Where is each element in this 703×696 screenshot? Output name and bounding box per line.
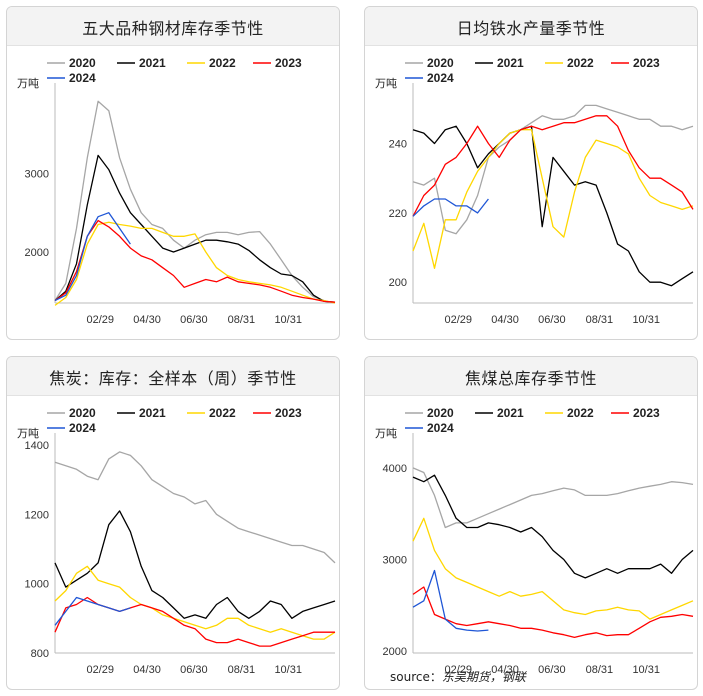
series-line-2021 — [412, 125, 694, 287]
legend-label: 2021 — [139, 406, 166, 420]
legend-label: 2022 — [209, 406, 236, 420]
y-tick-label: 200 — [389, 277, 407, 289]
source-note: source：东吴期货，钢联 — [390, 668, 526, 685]
chart-coke-inventory: 2020 2021 2022 2023 2024 万吨 800 1000 1200 1400 02/… — [17, 406, 336, 676]
x-tick-label: 08/31 — [586, 664, 614, 676]
legend-label: 2024 — [427, 421, 454, 435]
series-line-2023 — [54, 219, 336, 303]
series-line-2022 — [54, 565, 336, 640]
series-line-2024 — [412, 198, 489, 217]
chart-coking-coal-inventory: 2020 2021 2022 2023 2024 万吨 2000 3000 4000 02/29 0… — [375, 406, 694, 676]
legend-label: 2021 — [497, 56, 524, 70]
y-tick-label: 1000 — [25, 579, 49, 591]
legend-label: 2024 — [69, 71, 96, 85]
x-tick-label: 02/29 — [444, 314, 472, 326]
x-tick-label: 10/31 — [632, 314, 660, 326]
x-tick-label: 08/31 — [228, 664, 256, 676]
series-line-2020 — [54, 100, 336, 304]
y-axis-unit: 万吨 — [375, 77, 397, 90]
chart-title: 焦煤总库存季节性 — [464, 369, 597, 388]
legend-label: 2023 — [633, 56, 660, 70]
series-line-2024 — [412, 569, 489, 632]
y-axis-unit: 万吨 — [375, 427, 397, 440]
chart-hot-metal-output: 2020 2021 2022 2023 2024 万吨 200 220 240 02/29 04/3… — [375, 56, 694, 326]
chart-panel-coke-inventory: 焦炭：库存：全样本（周）季节性 2020 2021 2022 2023 2024 万吨 80… — [6, 356, 340, 690]
series-line-2022 — [412, 129, 694, 269]
legend-label: 2024 — [427, 71, 454, 85]
series-line-2021 — [54, 154, 336, 303]
chart-title: 焦炭：库存：全样本（周）季节性 — [49, 369, 297, 388]
x-tick-label: 06/30 — [180, 664, 208, 676]
legend-label: 2021 — [139, 56, 166, 70]
chart-steel-inventory: 2020 2021 2022 2023 2024 万吨 2000 3000 02/29 04/30… — [17, 56, 336, 326]
x-tick-label: 04/30 — [491, 664, 519, 676]
chart-title: 日均铁水产量季节性 — [456, 19, 606, 38]
legend-label: 2023 — [275, 56, 302, 70]
legend-label: 2020 — [69, 406, 96, 420]
x-tick-label: 10/31 — [632, 664, 660, 676]
legend-label: 2023 — [275, 406, 302, 420]
panel-header: 五大品种钢材库存季节性 — [7, 7, 339, 46]
legend-label: 2022 — [567, 56, 594, 70]
x-tick-label: 02/29 — [444, 664, 472, 676]
series-line-2022 — [412, 517, 694, 620]
series-line-2020 — [54, 451, 336, 564]
panel-header: 焦煤总库存季节性 — [365, 357, 697, 396]
series-line-2020 — [412, 104, 694, 235]
legend-label: 2020 — [427, 56, 454, 70]
x-tick-label: 04/30 — [133, 314, 161, 326]
series-line-2023 — [412, 115, 694, 217]
series-line-2022 — [54, 221, 336, 306]
source-label: source： — [390, 670, 442, 684]
source-text: 东吴期货，钢联 — [441, 670, 526, 684]
x-tick-label: 08/31 — [586, 314, 614, 326]
legend-label: 2022 — [209, 56, 236, 70]
x-tick-label: 06/30 — [180, 314, 208, 326]
legend-label: 2024 — [69, 421, 96, 435]
series-line-2020 — [412, 467, 694, 529]
y-tick-label: 4000 — [383, 463, 407, 475]
x-tick-label: 10/31 — [274, 314, 302, 326]
y-tick-label: 240 — [389, 139, 407, 151]
y-tick-label: 220 — [389, 208, 407, 220]
chart-panel-coking-coal-inventory: 焦煤总库存季节性 2020 2021 2022 2023 2024 万吨 2000 3000 4… — [364, 356, 698, 690]
x-tick-label: 08/31 — [228, 314, 256, 326]
legend-label: 2023 — [633, 406, 660, 420]
y-axis-unit: 万吨 — [17, 77, 39, 90]
y-tick-label: 1200 — [25, 509, 49, 521]
x-tick-label: 02/29 — [86, 314, 114, 326]
x-tick-label: 02/29 — [86, 664, 114, 676]
series-line-2024 — [54, 212, 131, 302]
chart-panel-steel-inventory: 五大品种钢材库存季节性 2020 2021 2022 2023 2024 万吨 2000 30… — [6, 6, 340, 340]
panel-header: 日均铁水产量季节性 — [365, 7, 697, 46]
y-tick-label: 3000 — [25, 168, 49, 180]
y-tick-label: 3000 — [383, 555, 407, 567]
chart-title: 五大品种钢材库存季节性 — [82, 19, 264, 38]
series-line-2021 — [54, 510, 336, 619]
x-tick-label: 06/30 — [538, 664, 566, 676]
series-line-2023 — [412, 586, 694, 639]
y-tick-label: 2000 — [383, 646, 407, 658]
legend-label: 2021 — [497, 406, 524, 420]
x-tick-label: 10/31 — [274, 664, 302, 676]
y-tick-label: 2000 — [25, 247, 49, 259]
chart-panel-hot-metal-output: 日均铁水产量季节性 2020 2021 2022 2023 2024 万吨 200 220 24… — [364, 6, 698, 340]
x-tick-label: 04/30 — [133, 664, 161, 676]
y-tick-label: 1400 — [25, 440, 49, 452]
legend-label: 2020 — [427, 406, 454, 420]
y-axis-unit: 万吨 — [17, 427, 39, 440]
x-tick-label: 06/30 — [538, 314, 566, 326]
legend-label: 2020 — [69, 56, 96, 70]
panel-header: 焦炭：库存：全样本（周）季节性 — [7, 357, 339, 396]
y-tick-label: 800 — [31, 648, 49, 660]
series-line-2021 — [412, 474, 694, 579]
series-line-2024 — [54, 596, 131, 626]
x-tick-label: 04/30 — [491, 314, 519, 326]
legend-label: 2022 — [567, 406, 594, 420]
